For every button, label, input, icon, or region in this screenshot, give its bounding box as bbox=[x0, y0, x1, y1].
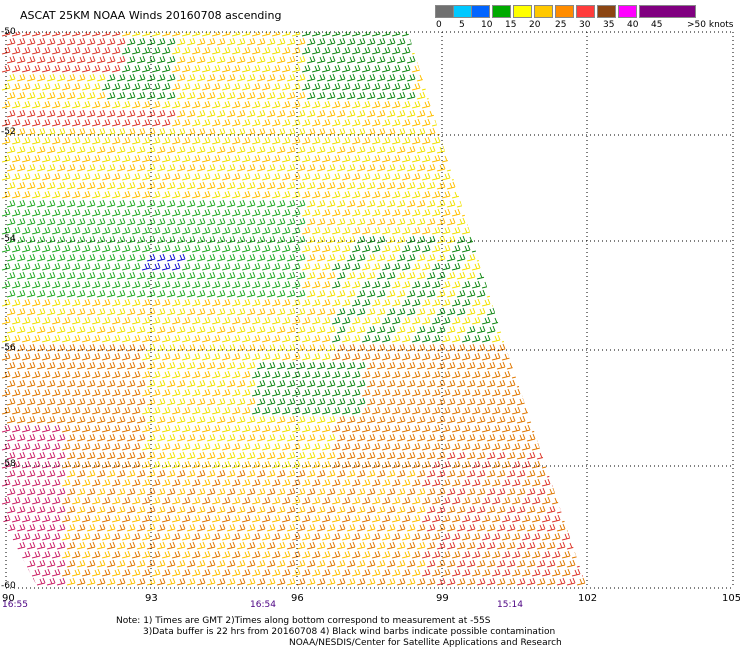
lon-label-99: 99 bbox=[436, 593, 449, 604]
lon-label-96: 96 bbox=[291, 593, 304, 604]
time-label-1514: 15:14 bbox=[497, 600, 523, 610]
legend-swatch-5 bbox=[534, 5, 553, 18]
legend-swatch-8 bbox=[597, 5, 616, 18]
legend-swatch-1 bbox=[453, 5, 472, 18]
legend-swatch-9 bbox=[618, 5, 637, 18]
wind-barbs bbox=[1, 32, 587, 586]
lat-label-56: -56 bbox=[1, 343, 16, 353]
legend-tick-4: 20 bbox=[529, 20, 541, 30]
legend-tick-8: 40 bbox=[627, 20, 639, 30]
legend-tick-7: 35 bbox=[603, 20, 615, 30]
legend-swatch-6 bbox=[555, 5, 574, 18]
legend-swatch-0 bbox=[435, 5, 454, 18]
wind-barb-group bbox=[141, 253, 186, 271]
lat-label-50: -50 bbox=[1, 27, 16, 37]
legend-tick-6: 30 bbox=[579, 20, 591, 30]
wind-barb-group bbox=[1, 424, 66, 586]
lon-label-105: 105 bbox=[722, 593, 740, 604]
lat-label-60: -60 bbox=[1, 581, 16, 591]
time-label-1654: 16:54 bbox=[250, 600, 276, 610]
footnote-line-3: NOAA/NESDIS/Center for Satellite Applica… bbox=[289, 638, 562, 648]
lon-label-102: 102 bbox=[578, 593, 598, 604]
legend-swatch-2 bbox=[471, 5, 490, 18]
lat-label-54: -54 bbox=[1, 234, 16, 244]
legend-tick-3: 15 bbox=[505, 20, 517, 30]
legend-tick-9: 45 bbox=[651, 20, 663, 30]
footnote-line-1: Note: 1) Times are GMT 2)Times along bot… bbox=[116, 616, 491, 626]
legend-swatch-7 bbox=[576, 5, 595, 18]
wind-barb-group bbox=[1, 32, 587, 586]
legend-tick-1: 5 bbox=[459, 20, 465, 30]
legend-tick-10: >50 knots bbox=[687, 20, 734, 30]
footnote-line-2: 3)Data buffer is 22 hrs from 20160708 4)… bbox=[143, 627, 556, 637]
legend-tick-5: 25 bbox=[555, 20, 567, 30]
lon-label-93: 93 bbox=[145, 593, 158, 604]
lat-label-58: -58 bbox=[1, 459, 16, 469]
legend-tick-0: 0 bbox=[436, 20, 442, 30]
legend-swatch-3 bbox=[492, 5, 511, 18]
lon-label-90: 90 bbox=[2, 593, 15, 604]
map-title: ASCAT 25KM NOAA Winds 20160708 ascending bbox=[20, 9, 282, 22]
legend-tick-2: 10 bbox=[481, 20, 493, 30]
legend-swatch-4 bbox=[513, 5, 532, 18]
wind-barb-group bbox=[1, 199, 306, 298]
legend-swatch-10 bbox=[639, 5, 696, 18]
time-label-1655: 16:55 bbox=[2, 600, 28, 610]
wind-barb-group bbox=[101, 32, 511, 415]
lat-label-52: -52 bbox=[1, 127, 16, 137]
map-grid bbox=[5, 31, 734, 589]
